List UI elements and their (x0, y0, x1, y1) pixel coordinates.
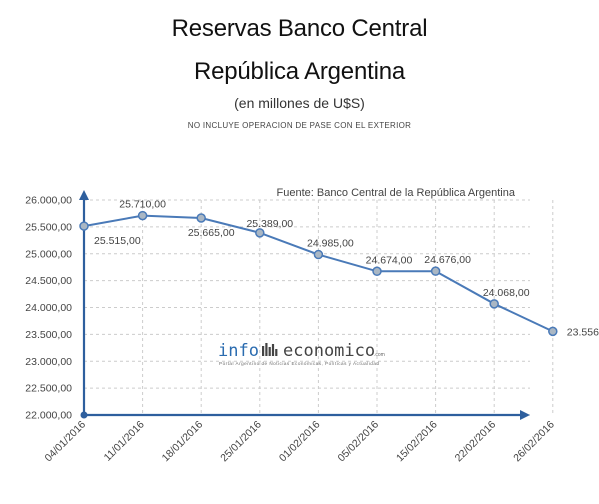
data-point (372, 266, 382, 277)
y-tick-label: 26.000,00 (25, 195, 72, 207)
data-point (489, 299, 499, 309)
watermark-tagline: Portal Argentino de Noticias Económicas,… (219, 361, 379, 366)
watermark-info-text: info (218, 341, 259, 361)
data-label: 23.556,00 (567, 326, 599, 338)
data-label: 24.068,00 (483, 287, 530, 299)
chart-subtitle: (en millones de U$S) (234, 95, 365, 111)
y-tick-label: 22.500,00 (25, 383, 72, 395)
y-tick-label: 23.500,00 (25, 329, 72, 341)
chart-title-line2: República Argentina (193, 58, 406, 85)
y-tick-label: 22.000,00 (25, 410, 72, 422)
x-tick-label: 15/02/2016 (394, 419, 440, 465)
chart-note: NO INCLUYE OPERACION DE PASE CON EL EXTE… (187, 121, 412, 130)
x-tick-label: 04/01/2016 (42, 419, 88, 465)
watermark-suffix: .com (374, 352, 385, 358)
data-labels: 25.515,00 25.710,00 25.665,00 25.389,00 24.9… (94, 199, 599, 339)
x-tick-label: 11/01/2016 (102, 419, 147, 464)
data-point (255, 228, 265, 238)
data-label: 25.710,00 (119, 199, 166, 211)
y-tick-label: 24.500,00 (25, 275, 72, 287)
data-label: 24.985,00 (307, 238, 354, 250)
data-point (79, 221, 89, 231)
data-label: 25.515,00 (94, 235, 141, 247)
data-point (430, 266, 441, 276)
bar-chart-icon (262, 343, 278, 356)
watermark-economico-text: economico (283, 341, 375, 361)
data-point (548, 326, 558, 337)
x-tick-label: 22/02/2016 (453, 419, 499, 465)
data-label: 24.674,00 (366, 254, 413, 266)
data-points (79, 210, 558, 337)
axis-origin-dot (80, 411, 88, 419)
y-tick-label: 25.000,00 (25, 248, 72, 260)
x-tick-label: 18/01/2016 (160, 419, 206, 465)
data-label: 25.389,00 (246, 218, 293, 230)
grid (84, 199, 554, 416)
data-point (196, 213, 206, 223)
x-tick-label: 26/02/2016 (511, 419, 557, 465)
data-label: 25.665,00 (188, 227, 235, 239)
data-label: 24.676,00 (424, 254, 471, 266)
chart-title-line1: Reservas Banco Central (171, 15, 428, 42)
x-tick-label: 25/01/2016 (218, 419, 264, 465)
data-point (137, 210, 148, 221)
y-tick-label: 25.500,00 (25, 221, 72, 233)
y-tick-label: 24.000,00 (25, 302, 72, 314)
data-point (313, 249, 324, 260)
x-axis-ticks: 04/01/2016 11/01/2016 18/01/2016 25/01/2016… (42, 419, 557, 465)
y-axis-ticks: 26.000,00 25.500,00 25.000,00 24.500,00 24.0… (25, 195, 72, 422)
x-tick-label: 05/02/2016 (335, 419, 381, 465)
y-tick-label: 23.000,00 (25, 356, 72, 368)
source-label: Fuente: Banco Central de la República Ar… (277, 187, 516, 199)
infoeconomico-watermark: info economico .com Portal Argentino de … (218, 341, 385, 366)
x-tick-label: 01/02/2016 (277, 419, 323, 465)
